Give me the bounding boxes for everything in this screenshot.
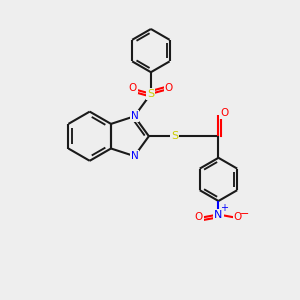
Text: O: O [234, 212, 242, 223]
Text: S: S [147, 89, 155, 99]
Text: N: N [130, 151, 138, 161]
Text: −: − [240, 209, 249, 219]
Text: O: O [165, 83, 173, 93]
Text: O: O [195, 212, 203, 223]
Text: S: S [171, 131, 178, 141]
Text: O: O [129, 83, 137, 93]
Text: N: N [130, 111, 138, 121]
Text: O: O [220, 108, 229, 118]
Text: N: N [214, 209, 223, 220]
Text: +: + [220, 203, 228, 213]
